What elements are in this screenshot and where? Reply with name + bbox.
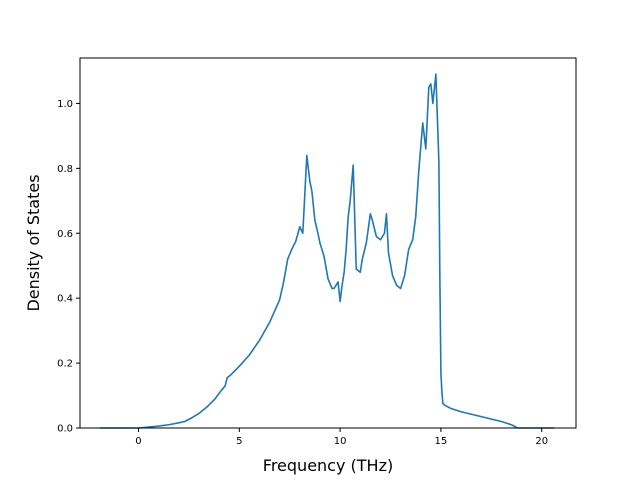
y-axis-label: Density of States [24,174,43,311]
x-tick-label: 10 [334,436,347,447]
x-tick-label: 20 [535,436,548,447]
x-axis-label: Frequency (THz) [263,456,393,475]
x-tick-label: 15 [435,436,448,447]
y-tick-label: 0.0 [57,424,73,435]
x-tick-label: 0 [135,436,141,447]
y-tick-label: 0.4 [57,294,73,305]
y-tick-label: 0.8 [57,164,73,175]
y-axis-ticks: 0.0 0.2 0.4 0.6 0.8 1.0 [57,99,80,435]
y-tick-label: 0.2 [57,359,73,370]
series-layer [99,73,555,429]
series-line-0 [99,73,555,429]
x-tick-label: 5 [236,436,242,447]
plot-frame [79,57,577,429]
y-tick-label: 0.6 [57,229,73,240]
x-axis-ticks: 0 5 10 15 20 [135,428,548,447]
y-tick-label: 1.0 [57,99,73,110]
